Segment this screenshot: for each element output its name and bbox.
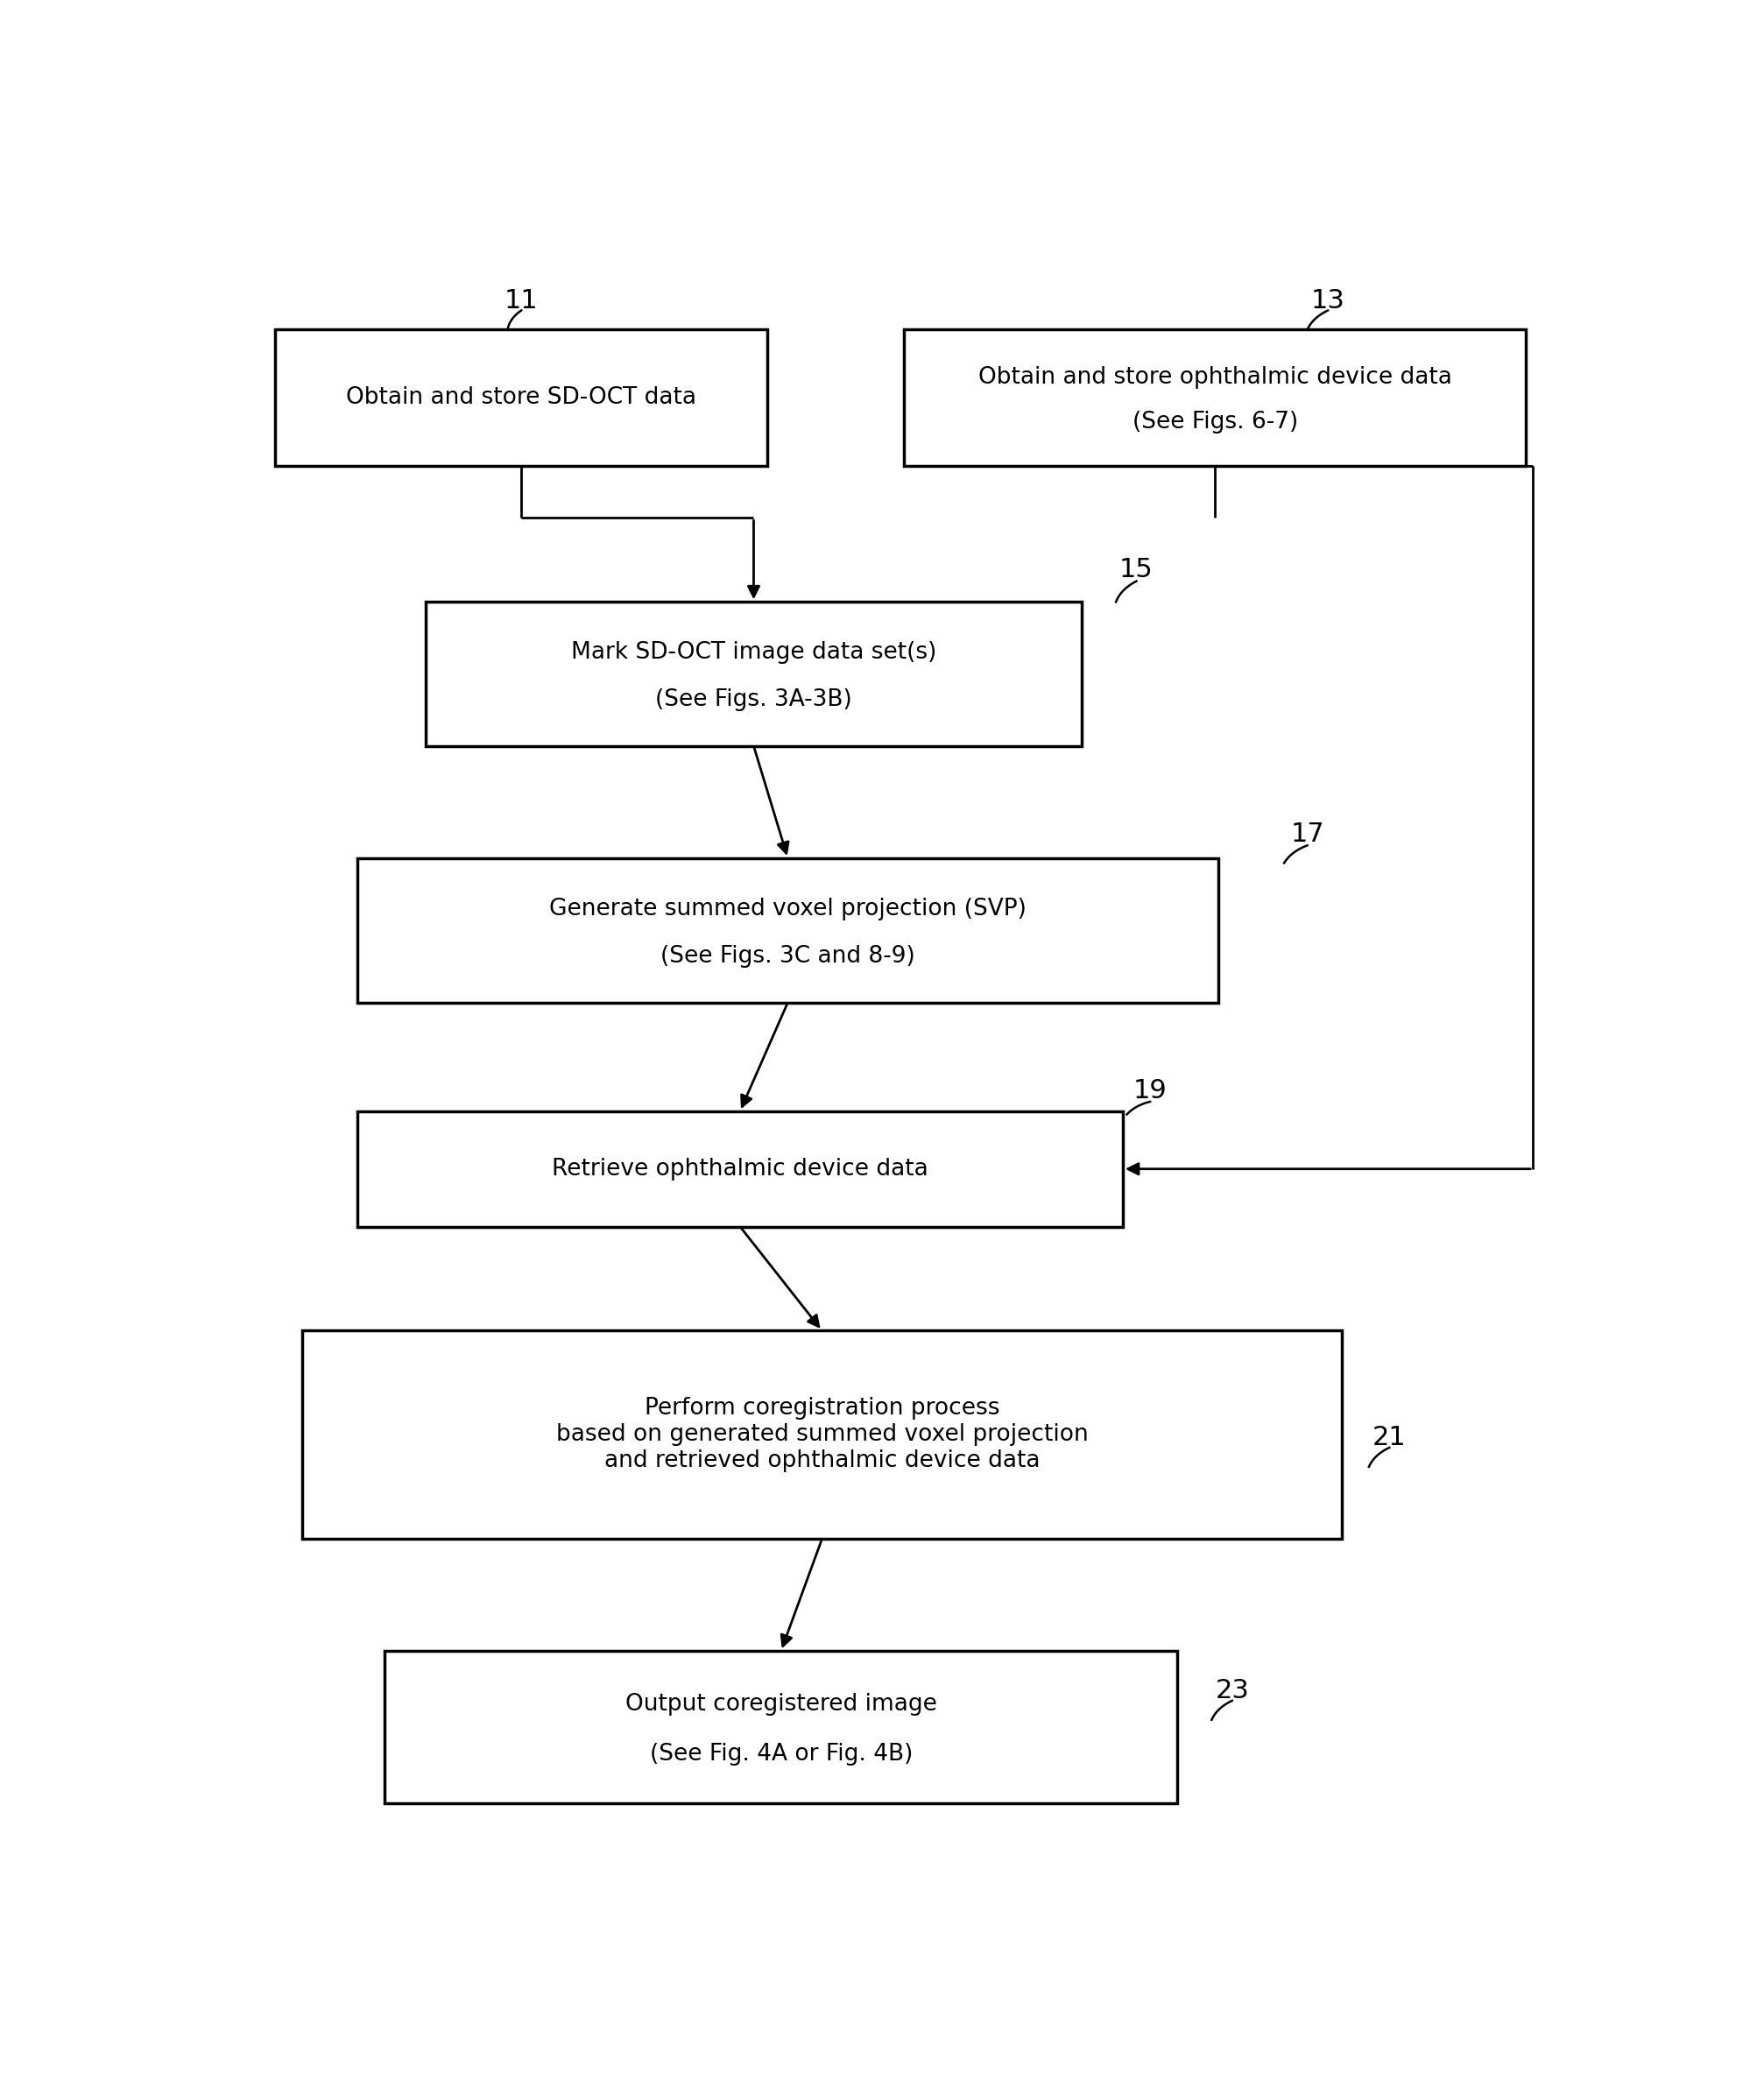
Text: Perform coregistration process
based on generated summed voxel projection
and re: Perform coregistration process based on … (556, 1398, 1088, 1473)
Text: 13: 13 (1311, 289, 1344, 314)
Text: (See Fig. 4A or Fig. 4B): (See Fig. 4A or Fig. 4B) (649, 1743, 912, 1766)
Text: Retrieve ophthalmic device data: Retrieve ophthalmic device data (552, 1159, 928, 1179)
Text: (See Figs. 3C and 8-9): (See Figs. 3C and 8-9) (660, 944, 916, 967)
Text: Output coregistered image: Output coregistered image (624, 1693, 937, 1716)
Text: Obtain and store ophthalmic device data: Obtain and store ophthalmic device data (979, 366, 1452, 389)
Text: (See Figs. 6-7): (See Figs. 6-7) (1132, 412, 1298, 433)
FancyBboxPatch shape (425, 601, 1081, 747)
Text: 11: 11 (505, 289, 538, 314)
FancyBboxPatch shape (303, 1331, 1342, 1539)
FancyBboxPatch shape (905, 329, 1526, 466)
Text: Generate summed voxel projection (SVP): Generate summed voxel projection (SVP) (549, 896, 1027, 919)
Text: 17: 17 (1291, 822, 1325, 847)
FancyBboxPatch shape (385, 1652, 1178, 1803)
FancyBboxPatch shape (356, 859, 1219, 1003)
FancyBboxPatch shape (275, 329, 767, 466)
Text: 23: 23 (1215, 1679, 1249, 1704)
Text: 19: 19 (1132, 1077, 1168, 1102)
Text: Mark SD-OCT image data set(s): Mark SD-OCT image data set(s) (572, 641, 937, 664)
Text: (See Figs. 3A-3B): (See Figs. 3A-3B) (654, 688, 852, 711)
FancyBboxPatch shape (356, 1111, 1124, 1227)
Text: 21: 21 (1372, 1425, 1406, 1450)
Text: 15: 15 (1120, 557, 1154, 582)
Text: Obtain and store SD-OCT data: Obtain and store SD-OCT data (346, 387, 697, 410)
